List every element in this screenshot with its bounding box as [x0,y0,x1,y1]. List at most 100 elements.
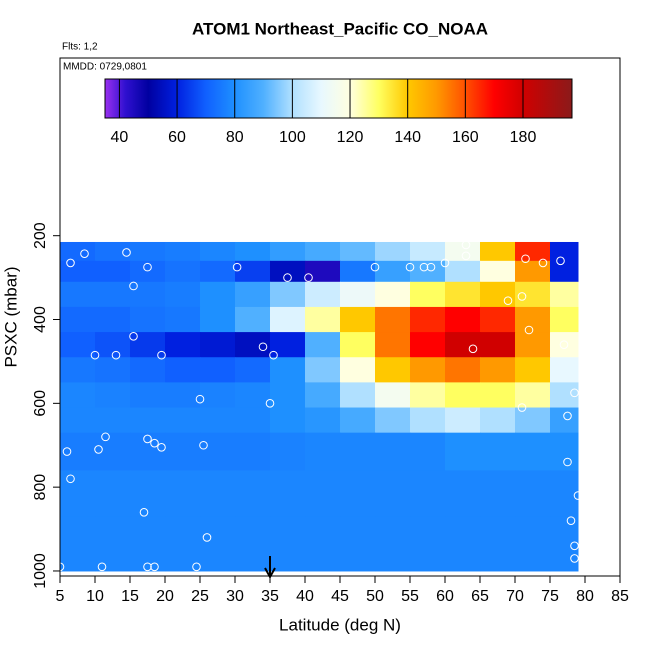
heatmap-cell [375,382,411,409]
chart-title: ATOM1 Northeast_Pacific CO_NOAA [192,19,488,38]
heatmap-cell [340,432,376,471]
y-tick-label: 600 [32,390,49,417]
heatmap-cell [340,332,376,358]
colorbar [104,78,573,119]
heatmap-cell [375,281,411,308]
heatmap-cell [375,432,411,471]
heatmap-cell [550,332,579,358]
heatmap-cell [130,407,166,434]
heatmap-cell [60,306,96,333]
observation-point [570,541,579,551]
heatmap-cell [515,470,551,517]
heatmap-cell [130,281,166,308]
x-tick-label: 65 [471,588,489,605]
heatmap-cell [410,260,446,283]
heatmap-cell [130,241,166,262]
heatmap-cell [410,516,446,572]
heatmap-cell [410,332,446,358]
heatmap-cell [445,382,481,409]
heatmap-cell [270,260,306,283]
heatmap-cell [130,260,166,283]
observation-point [232,262,242,272]
heatmap-cell [95,241,131,262]
observation-point [563,457,572,467]
observation-point [195,394,205,404]
heatmap-cell [165,306,201,333]
x-tick-label: 40 [296,588,314,605]
heatmap-cell [480,382,516,409]
x-tick-label: 55 [401,588,419,605]
heatmap-cell [480,260,516,283]
heatmap-cell [375,260,411,283]
observation-point [97,562,107,572]
observation-point [570,554,579,563]
heatmap-cell [270,470,306,517]
heatmap-cell [60,516,96,572]
observation-point [521,254,530,264]
observation-point [461,251,471,261]
heatmap-cell [445,432,481,471]
heatmap-cell [340,306,376,333]
heatmap-cell [375,470,411,517]
heatmap-cell [305,241,341,262]
heatmap-cell [375,357,411,383]
heatmap-cell [445,407,481,434]
y-tick-label: 200 [32,222,49,249]
heatmap-cell [235,470,271,517]
observation-point [517,292,527,301]
heatmap-cell [340,357,376,383]
arrow-head [264,567,276,580]
observation-point [503,296,513,305]
heatmap-cell [515,357,551,383]
heatmap-cell [375,306,411,333]
observation-point [90,350,100,360]
heatmap-cell [515,260,551,283]
observation-point [440,258,450,268]
heatmap-cell [60,332,96,358]
y-tick-label: 800 [32,474,49,501]
observation-point [129,331,138,341]
heatmap-cell [165,516,201,572]
observation-point [111,350,121,360]
colorbar-tick-label: 120 [337,129,364,146]
heatmap-cell [305,382,341,409]
heatmap-cell [340,260,376,283]
colorbar-tick-label: 180 [510,129,537,146]
heatmap-cell [340,241,376,262]
heatmap-cell [130,470,166,517]
heatmap-cell [235,241,271,262]
heatmap-cell [200,281,236,308]
observation-point [283,273,292,282]
heatmap-cell [340,470,376,517]
observation-point [139,507,149,517]
observation-point [517,403,527,412]
heatmap-cell [235,332,271,358]
heatmap-cell [375,516,411,572]
heatmap-cell [550,281,579,308]
heatmap-cell [550,357,579,383]
heatmap-cell [165,470,201,517]
colorbar-tick-label: 80 [226,129,244,146]
heatmap-cell [200,306,236,333]
heatmap-cell [410,241,446,262]
heatmap-cell [550,470,579,517]
heatmap-cell [60,382,96,409]
heatmap-cell [480,281,516,308]
heatmap-cell [480,407,516,434]
heatmap-cell [95,357,131,383]
flights-label: Flts: 1,2 [62,42,98,53]
observation-point [192,562,201,572]
heatmap-cell [410,432,446,471]
heatmap-cell [515,432,551,471]
heatmap-cell [550,516,579,572]
heatmap-cell [60,260,96,283]
heatmap-cell [445,306,481,333]
heatmap-cell [235,260,271,283]
heatmap-cell [60,407,96,434]
heatmap-cell [95,281,131,308]
heatmap-cell [445,241,481,262]
heatmap-cell [305,332,341,358]
dates-label: MMDD: 0729,0801 [63,62,147,73]
colorbar-tick-label: 40 [111,129,129,146]
observation-point [101,432,110,442]
